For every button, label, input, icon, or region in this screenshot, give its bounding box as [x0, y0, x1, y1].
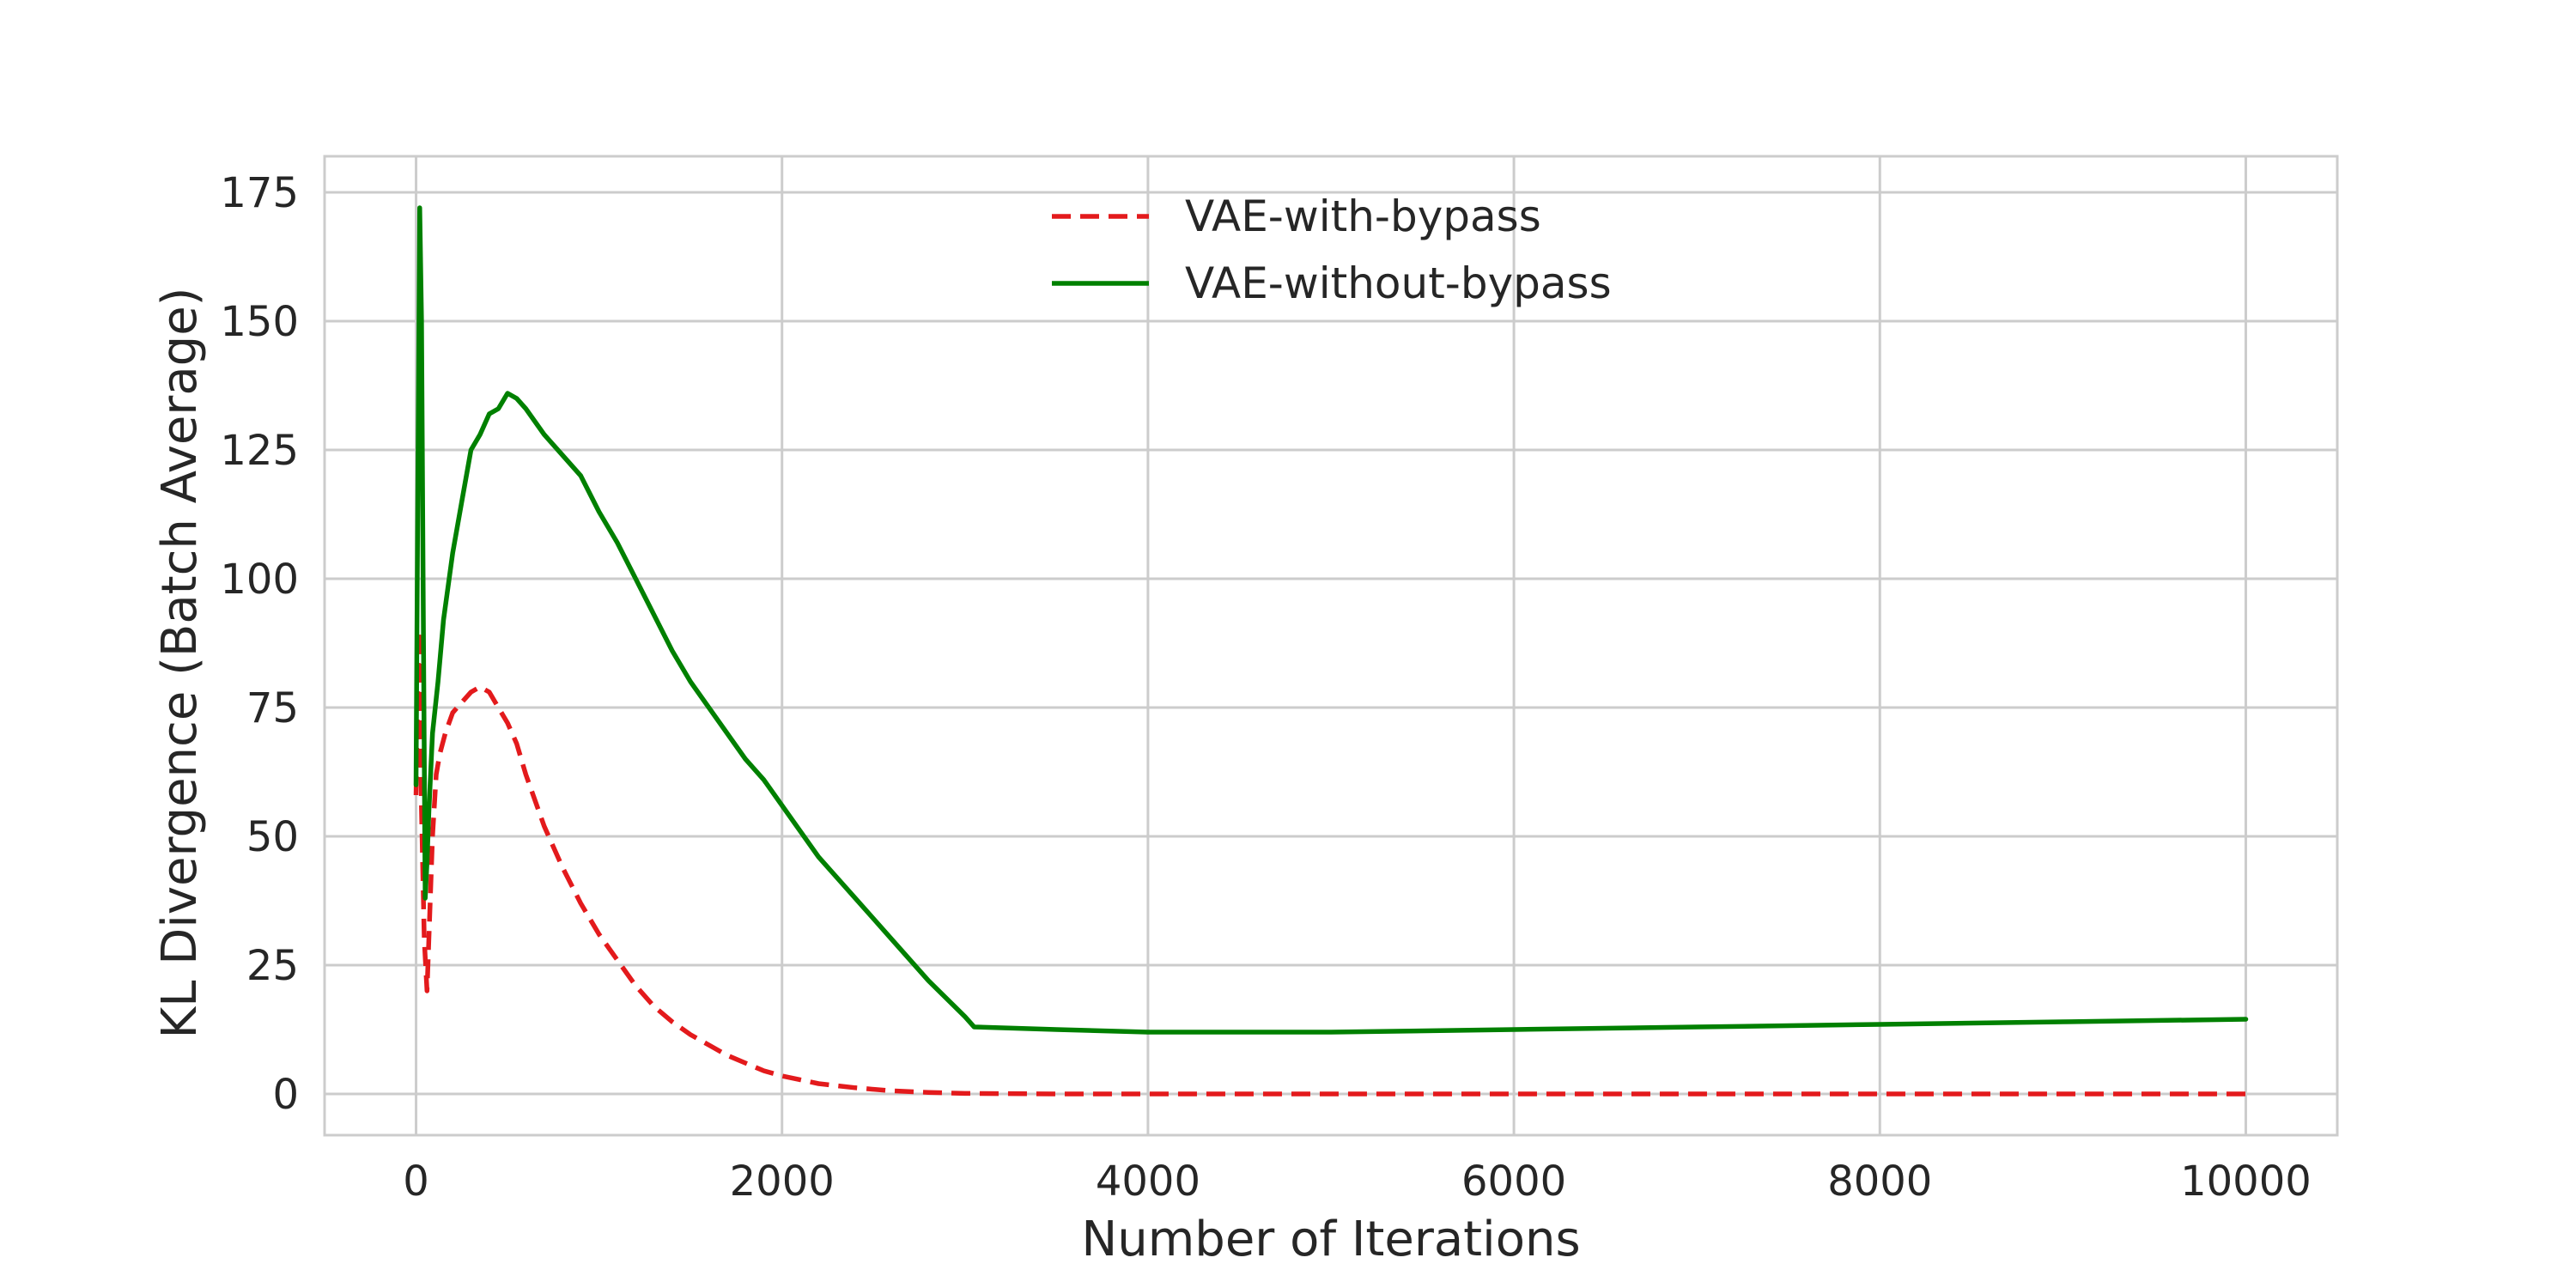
y-tick-label: 125 [220, 427, 299, 475]
legend-label: VAE-with-bypass [1185, 191, 1541, 241]
y-tick-label: 50 [246, 813, 299, 861]
plot-area-frame [323, 155, 2339, 1137]
y-tick-label: 25 [246, 942, 299, 990]
series-line-vae-with-bypass [413, 628, 2246, 1097]
legend-label: VAE-without-bypass [1185, 258, 1612, 308]
x-tick-label: 2000 [730, 1157, 835, 1206]
y-tick-label: 175 [220, 169, 299, 217]
x-tick-label: 10000 [2180, 1157, 2312, 1206]
y-tick-label: 75 [246, 684, 299, 732]
x-tick-label: 0 [403, 1157, 429, 1206]
x-axis-title: Number of Iterations [1081, 1212, 1580, 1267]
x-tick-labels: 0 2000 4000 6000 8000 10000 [403, 1157, 2312, 1206]
series-lines [413, 205, 2249, 1097]
y-tick-labels: 0 25 50 75 100 125 150 175 [220, 169, 299, 1119]
y-tick-label: 0 [272, 1071, 299, 1119]
x-tick-label: 4000 [1096, 1157, 1200, 1206]
x-tick-label: 8000 [1827, 1157, 1932, 1206]
series-line-vae-without-bypass [413, 205, 2249, 1035]
y-axis-title: KL Divergence (Batch Average) [152, 288, 208, 1039]
y-tick-label: 150 [220, 298, 299, 346]
legend: VAE-with-bypass VAE-without-bypass [1052, 191, 1612, 308]
x-tick-label: 6000 [1461, 1157, 1566, 1206]
y-tick-label: 100 [220, 556, 299, 604]
